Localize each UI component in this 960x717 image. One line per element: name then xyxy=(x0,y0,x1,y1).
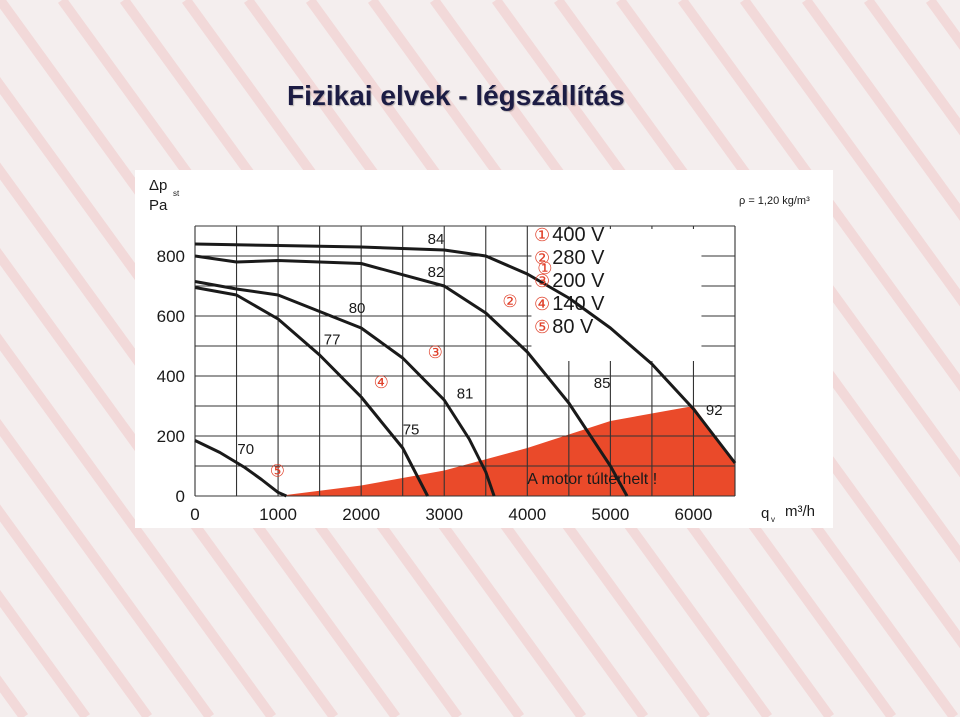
x-tick-label: 0 xyxy=(190,505,199,524)
legend-marker: ⑤ xyxy=(534,317,550,337)
curve-marker: ① xyxy=(537,259,552,278)
series-line-3 xyxy=(194,280,496,497)
curve-marker: ② xyxy=(502,292,517,311)
x-axis-unit: m³/h xyxy=(785,503,815,520)
legend-marker: ① xyxy=(534,225,550,245)
bg-stripe xyxy=(801,0,960,221)
bg-stripe xyxy=(0,247,339,717)
y-axis-unit: Pa xyxy=(149,197,168,214)
efficiency-label: 75 xyxy=(403,422,420,439)
x-tick-label: 5000 xyxy=(591,505,629,524)
x-axis-subscript: v xyxy=(771,515,775,524)
bg-stripe xyxy=(863,0,960,136)
legend-box xyxy=(531,229,702,361)
chart-panel: A motor túlterhelt ! 84 82 80 77 81 75 70 85 92 ① ②… xyxy=(135,170,833,528)
legend-marker: ④ xyxy=(534,294,550,314)
bg-stripe xyxy=(0,418,215,717)
overload-label: A motor túlterhelt ! xyxy=(527,471,657,488)
fan-curve-chart: A motor túlterhelt !848280778175708592①②… xyxy=(149,177,815,524)
x-axis-label: q xyxy=(761,505,769,522)
y-tick-label: 200 xyxy=(157,427,185,446)
efficiency-label: 70 xyxy=(237,441,254,458)
efficiency-label: 92 xyxy=(706,402,723,419)
legend-label: 80 V xyxy=(552,316,594,338)
curve-marker: ③ xyxy=(428,343,443,362)
legend-marker: ③ xyxy=(534,271,550,291)
series-line-2 xyxy=(194,254,629,497)
density-note: ρ = 1,20 kg/m³ xyxy=(739,195,810,207)
legend-label: 140 V xyxy=(552,293,605,315)
y-tick-label: 800 xyxy=(157,247,185,266)
bg-stripe xyxy=(615,0,960,478)
y-axis-subscript: st xyxy=(173,189,180,198)
series-line-5 xyxy=(194,439,287,498)
y-axis-label: Δp xyxy=(149,177,167,194)
x-tick-label: 1000 xyxy=(259,505,297,524)
curve-marker: ⑤ xyxy=(270,462,285,481)
legend-label: 280 V xyxy=(552,247,605,269)
legend-label: 200 V xyxy=(552,270,605,292)
overload-region xyxy=(278,406,735,496)
x-tick-label: 6000 xyxy=(675,505,713,524)
bg-stripe xyxy=(677,0,960,392)
y-tick-label: 600 xyxy=(157,307,185,326)
bg-stripe xyxy=(0,333,277,717)
series-line-1 xyxy=(194,242,737,464)
x-tick-label: 3000 xyxy=(425,505,463,524)
y-tick-label: 400 xyxy=(157,367,185,386)
legend-label: 400 V xyxy=(552,224,605,246)
efficiency-label: 85 xyxy=(594,375,611,392)
series-line-4 xyxy=(194,286,429,497)
x-tick-label: 4000 xyxy=(508,505,546,524)
efficiency-label: 77 xyxy=(324,332,341,349)
bg-stripe xyxy=(0,504,153,717)
slide-title: Fizikai elvek - légszállítás xyxy=(287,80,625,111)
curve-marker: ④ xyxy=(374,373,389,392)
efficiency-label: 81 xyxy=(457,386,474,403)
efficiency-label: 80 xyxy=(349,300,366,317)
efficiency-label: 82 xyxy=(428,264,445,281)
efficiency-label: 84 xyxy=(428,231,445,248)
y-tick-label: 0 xyxy=(176,487,185,506)
legend-marker: ② xyxy=(534,248,550,268)
x-tick-label: 2000 xyxy=(342,505,380,524)
bg-stripe xyxy=(739,0,960,307)
